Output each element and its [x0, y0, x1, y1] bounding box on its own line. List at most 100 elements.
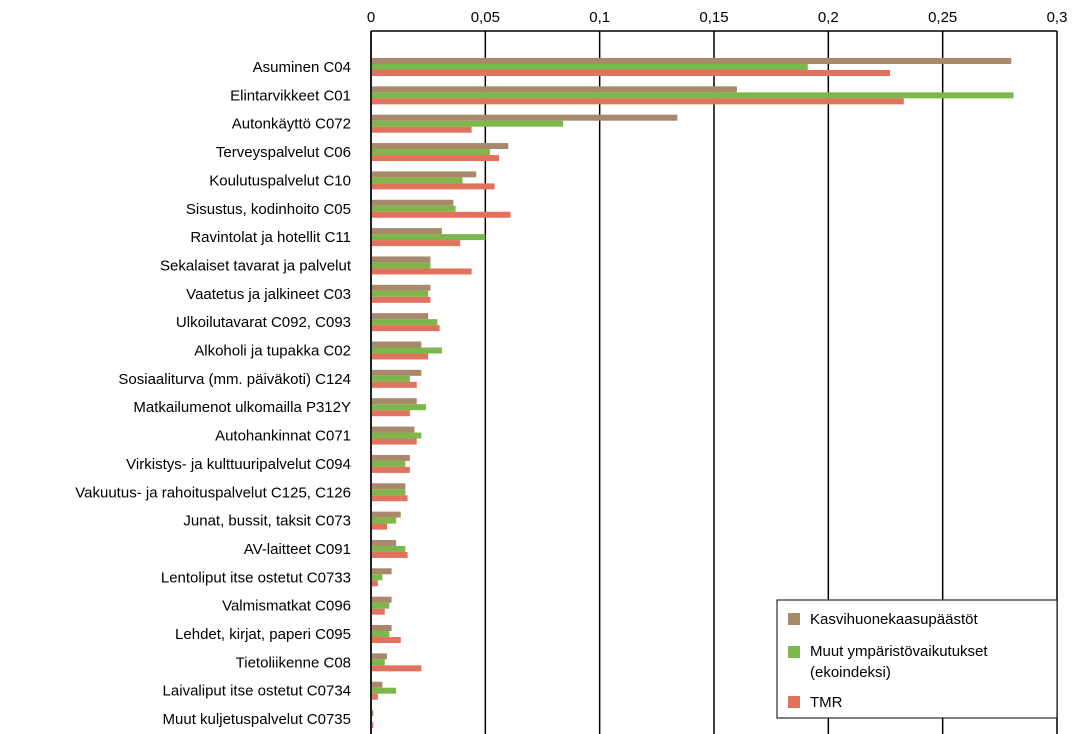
bar [371, 665, 422, 672]
bar [371, 710, 374, 717]
bar [371, 523, 388, 530]
bar [371, 580, 378, 587]
bar [371, 489, 406, 496]
axes [370, 30, 1057, 734]
bar [371, 205, 456, 212]
bar [371, 120, 564, 127]
bar [371, 637, 401, 643]
bar [371, 681, 383, 688]
bar [371, 126, 472, 133]
bar [371, 545, 406, 552]
category-label: Elintarvikkeet C01 [230, 87, 351, 104]
x-tick-label: 0,2 [818, 9, 839, 26]
category-label: Lehdet, kirjat, paperi C095 [175, 626, 351, 643]
category-label: Autohankinnat C071 [215, 428, 351, 445]
bar [371, 341, 422, 348]
category-label: AV-laitteet C091 [244, 541, 351, 558]
legend-label-series-0: Kasvihuonekaasupäästöt [810, 611, 978, 628]
bar [371, 70, 891, 76]
category-label: Laivaliput itse ostetut C0734 [163, 683, 351, 700]
category-label: Ravintolat ja hotellit C11 [190, 229, 351, 246]
x-tick-label: 0,1 [589, 9, 610, 26]
bar [371, 574, 383, 581]
bar [371, 155, 500, 162]
bar [371, 240, 461, 247]
bar [371, 398, 417, 405]
bar [371, 625, 392, 631]
category-label: Sisustus, kodinhoito C05 [186, 201, 351, 218]
x-tick-label: 0,05 [471, 9, 500, 26]
bar [371, 495, 408, 502]
category-label: Valmismatkat C096 [222, 598, 351, 615]
bar [371, 381, 417, 388]
category-label: Muut kuljetuspalvelut C0735 [163, 711, 351, 728]
legend-label-series-1-line-1: Muut ympäristövaikutukset [810, 643, 988, 660]
category-label: Alkoholi ja tupakka C02 [194, 343, 351, 360]
legend-label-series-1-line-2: (ekoindeksi) [810, 664, 891, 681]
legend-swatch-series-2 [788, 696, 800, 708]
bar [371, 454, 410, 461]
x-tick-label: 0 [367, 9, 375, 26]
legend: Kasvihuonekaasupäästöt Muut ympäristövai… [776, 599, 1058, 719]
bar [371, 659, 385, 666]
bar [371, 228, 442, 235]
bar [371, 284, 431, 291]
bar [371, 268, 472, 275]
bar [371, 58, 1012, 64]
bar [371, 404, 426, 411]
category-label: Terveyspalvelut C06 [216, 144, 351, 161]
bar [371, 98, 904, 105]
category-label: Sosiaaliturva (mm. päiväkoti) C124 [118, 371, 351, 388]
bar [371, 319, 438, 326]
x-tick-label: 0,3 [1047, 9, 1068, 26]
bar [371, 325, 440, 332]
bar [371, 211, 511, 218]
bar [371, 687, 397, 694]
bar [371, 199, 454, 206]
bar [371, 438, 417, 445]
bar [371, 177, 463, 184]
bar [371, 602, 390, 609]
legend-swatch-series-1 [788, 646, 800, 658]
bar [371, 539, 397, 546]
bar [371, 460, 406, 467]
bar [371, 171, 477, 178]
bar [371, 313, 429, 320]
bar [371, 256, 431, 263]
bar [371, 64, 808, 70]
category-label: Virkistys- ja kulttuuripalvelut C094 [126, 456, 351, 473]
bar [371, 517, 397, 524]
category-label: Vaatetus ja jalkineet C03 [186, 286, 351, 303]
legend-box [776, 599, 1058, 719]
x-tick-labels: 0 0,05 0,1 0,15 0,2 0,25 0,3 [367, 9, 1068, 26]
bar [371, 511, 401, 518]
category-label: Matkailumenot ulkomailla P312Y [133, 399, 351, 416]
category-label: Koulutuspalvelut C10 [209, 172, 351, 189]
bar [371, 149, 490, 156]
bar [371, 369, 422, 376]
bar [371, 693, 378, 700]
bar [371, 353, 429, 360]
bar [371, 596, 392, 603]
bar [371, 262, 431, 269]
bar [371, 143, 509, 150]
bar [371, 183, 495, 190]
bar [371, 86, 737, 93]
bar [371, 426, 415, 433]
category-label: Ulkoilutavarat C092, C093 [176, 314, 351, 331]
category-label: Junat, bussit, taksit C073 [183, 513, 351, 530]
category-label: Lentoliput itse ostetut C0733 [161, 569, 351, 586]
category-label: Vakuutus- ja rahoituspalvelut C125, C126 [75, 484, 351, 501]
bar [371, 375, 410, 382]
bar [371, 483, 406, 490]
x-tick-label: 0,25 [928, 9, 957, 26]
bar [371, 568, 392, 575]
bar [371, 410, 410, 417]
legend-swatch-series-0 [788, 613, 800, 625]
bar [371, 722, 374, 729]
category-label: Autonkäyttö C072 [232, 116, 351, 133]
bar [371, 114, 678, 121]
bar [371, 551, 408, 558]
legend-label-series-2: TMR [810, 694, 843, 711]
